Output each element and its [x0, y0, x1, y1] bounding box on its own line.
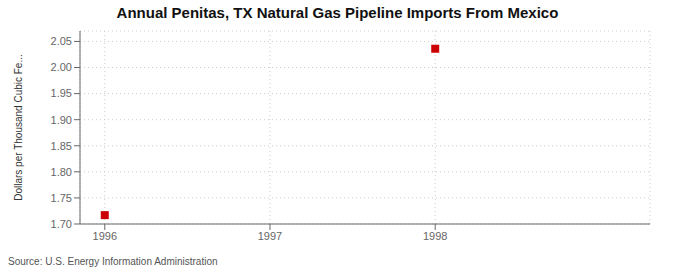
- svg-text:1.95: 1.95: [51, 87, 72, 99]
- html-text:Source: U.S. Energy Informatio: Source: U.S. Energy Information Administ…: [8, 256, 218, 267]
- svg-text:1.85: 1.85: [51, 140, 72, 152]
- svg-text:1.80: 1.80: [51, 166, 72, 178]
- svg-text:1.70: 1.70: [51, 218, 72, 230]
- svg-text:2.05: 2.05: [51, 35, 72, 47]
- svg-text:2.00: 2.00: [51, 61, 72, 73]
- html-text:Annual Penitas, TX Natural Gas: Annual Penitas, TX Natural Gas Pipeline …: [116, 4, 559, 21]
- svg-text:1997: 1997: [258, 230, 282, 242]
- svg-text:1996: 1996: [93, 230, 117, 242]
- svg-text:1.75: 1.75: [51, 192, 72, 204]
- svg-text:1998: 1998: [423, 230, 447, 242]
- svg-text:1.90: 1.90: [51, 114, 72, 126]
- svg-text:Dollars per Thousand Cubic Fe.: Dollars per Thousand Cubic Fe...: [13, 54, 24, 201]
